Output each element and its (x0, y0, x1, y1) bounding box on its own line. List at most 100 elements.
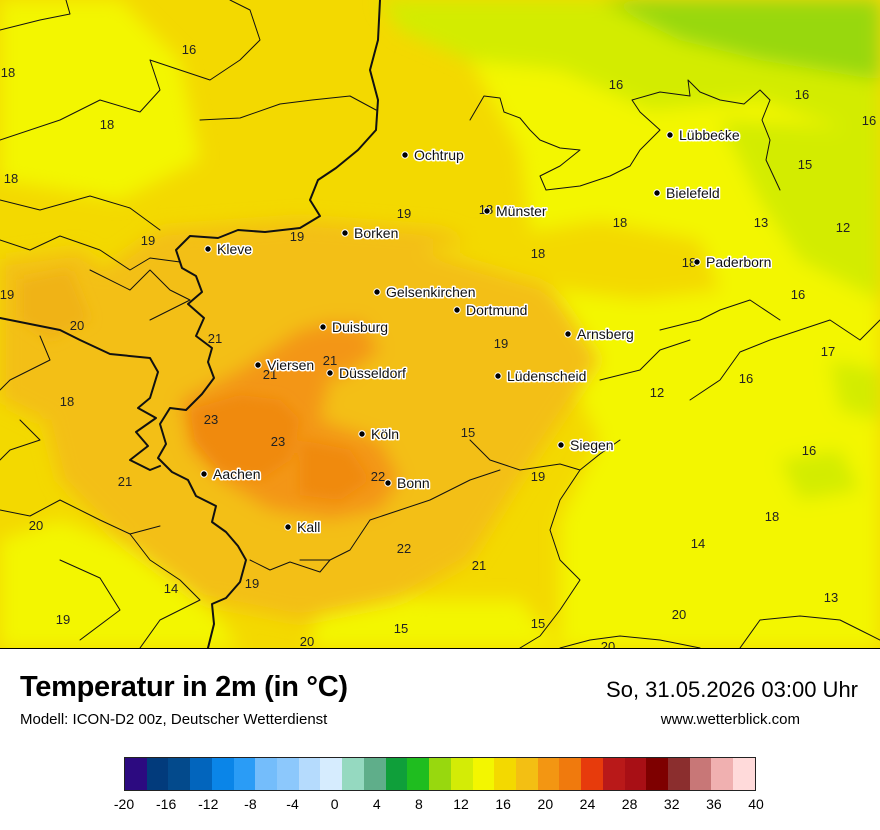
temperature-value: 19 (531, 469, 545, 484)
city-dot (373, 288, 381, 296)
legend-swatch (385, 758, 408, 790)
city-name: Siegen (570, 437, 614, 453)
legend-tick: 16 (495, 796, 511, 812)
temperature-value: 16 (609, 77, 623, 92)
temperature-value: 18 (1, 65, 15, 80)
city-name: Borken (354, 225, 398, 241)
color-legend (124, 757, 756, 791)
legend-swatch (733, 758, 755, 790)
city-dot (341, 229, 349, 237)
temperature-value: 22 (371, 469, 385, 484)
city-name: Düsseldorf (339, 365, 406, 381)
city-name: Dortmund (466, 302, 527, 318)
temperature-value: 23 (204, 412, 218, 427)
legend-swatch (125, 758, 147, 790)
legend-swatch (407, 758, 430, 790)
city-marker: Kleve (204, 240, 254, 259)
legend-tick: -4 (286, 796, 299, 812)
temperature-value: 16 (718, 127, 732, 142)
legend-swatch (581, 758, 603, 790)
legend-tick: 4 (372, 796, 381, 812)
legend-swatch (450, 758, 473, 790)
city-dot (319, 323, 327, 331)
temperature-value: 16 (795, 87, 809, 102)
temperature-value: 16 (739, 371, 753, 386)
city-dot (401, 151, 409, 159)
city-marker: Arnsberg (564, 325, 635, 344)
temperature-value: 21 (208, 331, 222, 346)
legend-tick: 32 (663, 796, 680, 812)
legend-tick: -12 (198, 796, 219, 812)
temperature-value: 16 (862, 113, 876, 128)
city-dot (494, 372, 502, 380)
city-name: Bonn (397, 475, 430, 491)
legend-swatch (689, 758, 712, 790)
city-marker: Lübbecke (666, 126, 741, 145)
city-dot (326, 369, 334, 377)
legend-swatch (168, 758, 191, 790)
legend-swatch (646, 758, 668, 790)
model-source: Modell: ICON-D2 00z, Deutscher Wetterdie… (20, 711, 328, 728)
city-dot (564, 330, 572, 338)
legend-swatch (255, 758, 278, 790)
temperature-value: 19 (56, 612, 70, 627)
city-dot (254, 361, 262, 369)
legend-swatch (667, 758, 690, 790)
legend-tick: -20 (113, 796, 135, 812)
temperature-value: 21 (323, 353, 337, 368)
city-name: Gelsenkirchen (386, 284, 476, 300)
forecast-datetime: So, 31.05.2026 03:00 Uhr (606, 677, 858, 702)
legend-swatch (602, 758, 625, 790)
city-marker: Ochtrup (401, 146, 466, 165)
temperature-hotspots (20, 270, 370, 500)
temperature-value: 18 (765, 509, 779, 524)
temperature-value: 20 (300, 634, 314, 648)
legend-swatch (429, 758, 451, 790)
temperature-value: 21 (118, 474, 132, 489)
legend-swatch (146, 758, 169, 790)
legend-swatch (494, 758, 516, 790)
city-marker: Viersen (254, 356, 316, 375)
legend-swatch (472, 758, 495, 790)
city-dot (557, 441, 565, 449)
city-name: Bielefeld (666, 185, 720, 201)
legend-swatch (298, 758, 321, 790)
temperature-value: 19 (245, 576, 259, 591)
temperature-value: 18 (682, 255, 696, 270)
legend-tick: 0 (330, 796, 339, 812)
temperature-value: 19 (290, 229, 304, 244)
temperature-value: 18 (531, 246, 545, 261)
temperature-map: 16 16 16 18 18 16 16 15 18 19 18 18 13 12 19 19 18 18 19 16… (0, 0, 880, 649)
temperature-value: 22 (397, 541, 411, 556)
city-dot (666, 131, 674, 139)
temperature-value: 15 (394, 621, 408, 636)
city-marker: Siegen (557, 436, 615, 455)
city-dot (284, 523, 292, 531)
city-name: Aachen (213, 466, 260, 482)
legend-tick: -8 (244, 796, 257, 812)
boundaries (0, 0, 880, 648)
city-dot (200, 470, 208, 478)
city-dot (384, 479, 392, 487)
map-title: Temperatur in 2m (in °C) (20, 671, 348, 703)
temperature-value: 15 (461, 425, 475, 440)
legend-swatch (342, 758, 364, 790)
city-marker: Bonn (384, 474, 431, 493)
legend-tick: 40 (748, 796, 764, 812)
legend-tick: 36 (706, 796, 722, 812)
legend-tick: 12 (453, 796, 469, 812)
temperature-value: 13 (824, 590, 838, 605)
legend-swatch (515, 758, 538, 790)
city-dot (453, 306, 461, 314)
city-marker: Kall (284, 518, 322, 537)
website-link[interactable]: www.wetterblick.com (660, 711, 800, 728)
city-marker: Köln (358, 425, 401, 444)
temperature-value: 16 (791, 287, 805, 302)
city-name: Duisburg (332, 319, 388, 335)
temperature-value: 15 (798, 157, 812, 172)
temperature-value: 19 (397, 206, 411, 221)
city-name: Köln (371, 426, 399, 442)
temperature-value: 16 (802, 443, 816, 458)
city-marker: Duisburg (319, 318, 390, 337)
color-legend-ticks: -20 -16 -12 -8 -4 0 4 8 12 16 20 24 28 32 36 40 (114, 796, 764, 816)
